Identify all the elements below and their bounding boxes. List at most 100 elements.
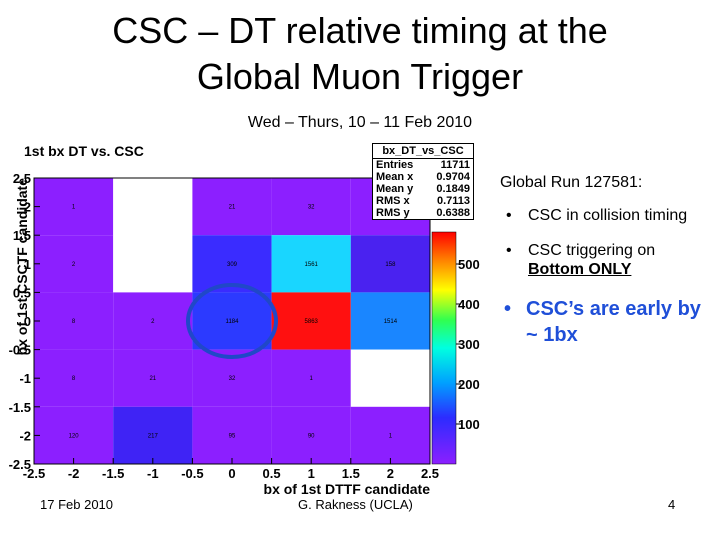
colorbar-tick-label: 200 bbox=[458, 377, 480, 392]
y-tick-label: -1.5 bbox=[9, 400, 31, 415]
bullet-text: CSC in collision timing bbox=[528, 207, 688, 224]
heatmap-cell bbox=[113, 178, 193, 236]
y-tick-label: -2 bbox=[19, 428, 31, 443]
colorbar-tick-label: 300 bbox=[458, 337, 480, 352]
slide-title: CSC – DT relative timing at the Global M… bbox=[0, 8, 720, 100]
y-tick-label: 0 bbox=[24, 314, 31, 329]
stats-box-name: bx_DT_vs_CSC bbox=[373, 144, 473, 159]
stats-label: RMS y bbox=[376, 207, 410, 219]
heatmap-cell bbox=[350, 292, 430, 350]
heatmap-cell bbox=[34, 235, 114, 293]
stats-row: Mean x 0.9704 bbox=[373, 171, 473, 183]
heatmap-cell bbox=[113, 292, 193, 350]
heatmap-cell bbox=[271, 406, 351, 464]
x-tick-label: 0 bbox=[228, 466, 235, 481]
y-tick-label: 2.5 bbox=[13, 171, 31, 186]
y-tick-label: 1.5 bbox=[13, 228, 31, 243]
cell-value-label: 21 bbox=[149, 376, 156, 382]
stats-value: 11711 bbox=[440, 159, 470, 171]
colorbar-tick-label: 400 bbox=[458, 297, 480, 312]
footer-author: G. Rakness (UCLA) bbox=[298, 497, 413, 512]
y-tick-label: -0.5 bbox=[9, 343, 31, 358]
cell-value-label: 21 bbox=[229, 205, 236, 211]
stats-value: 0.7113 bbox=[436, 195, 470, 207]
cell-value-label: 1514 bbox=[384, 319, 398, 325]
stats-box: bx_DT_vs_CSC Entries 11711 Mean x 0.9704 Mea… bbox=[372, 143, 474, 220]
heatmap-cell bbox=[113, 406, 193, 464]
cell-value-label: 217 bbox=[148, 433, 159, 439]
bullet-list: • CSC in collision timing • CSC triggeri… bbox=[506, 206, 716, 295]
plot-title: 1st bx DT vs. CSC bbox=[24, 143, 144, 159]
heatmap-cell bbox=[192, 292, 272, 350]
colorbar-tick-label: 100 bbox=[458, 417, 480, 432]
stats-label: Mean x bbox=[376, 171, 414, 183]
slide-subtitle: Wed – Thurs, 10 – 11 Feb 2010 bbox=[247, 114, 473, 131]
x-tick-label: 2.5 bbox=[421, 466, 439, 481]
heatmap-cell bbox=[192, 406, 272, 464]
cell-value-label: 1 bbox=[389, 433, 393, 439]
x-tick-label: -1 bbox=[147, 466, 159, 481]
bullet-text: CSC triggering on bbox=[528, 242, 656, 259]
title-line-1: CSC – DT relative timing at the bbox=[112, 10, 608, 51]
cell-value-label: 8 bbox=[72, 376, 76, 382]
bullet-item: • CSC in collision timing bbox=[506, 206, 716, 225]
y-tick-label: 0.5 bbox=[13, 285, 31, 300]
x-tick-label: 2 bbox=[387, 466, 394, 481]
heatmap-cell bbox=[350, 406, 430, 464]
highlight-circle bbox=[186, 283, 278, 359]
y-tick-label: -1 bbox=[19, 371, 31, 386]
bullet-symbol: • bbox=[504, 298, 512, 320]
x-tick-label: -2 bbox=[68, 466, 80, 481]
cell-value-label: 1 bbox=[72, 205, 76, 211]
y-tick-label: 2 bbox=[24, 200, 31, 215]
key-finding: • CSC’s are early by ~ 1bx bbox=[504, 296, 716, 348]
y-tick-label: -2.5 bbox=[9, 457, 31, 472]
cell-value-label: 32 bbox=[229, 376, 236, 382]
stats-rows: Entries 11711 Mean x 0.9704 Mean y 0.1849 RMS … bbox=[373, 159, 473, 219]
stats-row: Mean y 0.1849 bbox=[373, 183, 473, 195]
heatmap-cell bbox=[34, 178, 114, 236]
key-finding-text: CSC’s are early by ~ 1bx bbox=[526, 298, 701, 346]
bullet-symbol: • bbox=[506, 242, 512, 259]
x-tick-label: 0.5 bbox=[263, 466, 281, 481]
cell-value-label: 309 bbox=[227, 262, 238, 268]
y-axis-label: bx of 1st CSCTF candidate bbox=[14, 178, 30, 356]
colorbar bbox=[431, 231, 457, 465]
stats-row: Entries 11711 bbox=[373, 159, 473, 171]
x-tick-label: 1 bbox=[308, 466, 315, 481]
heatmap-cell bbox=[34, 406, 114, 464]
bullet-symbol: • bbox=[506, 207, 512, 224]
stats-row: RMS y 0.6388 bbox=[373, 207, 473, 219]
stats-label: RMS x bbox=[376, 195, 410, 207]
stats-value: 0.9704 bbox=[436, 171, 470, 183]
cell-value-label: 120 bbox=[69, 433, 80, 439]
page-number: 4 bbox=[668, 497, 676, 512]
cell-value-label: 90 bbox=[308, 433, 315, 439]
heatmap-cell bbox=[113, 235, 193, 293]
heatmap-cell bbox=[192, 178, 272, 236]
heatmap-cell bbox=[271, 292, 351, 350]
cell-value-label: 32 bbox=[308, 205, 315, 211]
run-label: Global Run 127581: bbox=[500, 174, 643, 191]
cell-value-label: 5863 bbox=[305, 319, 319, 325]
cell-value-label: 1184 bbox=[226, 319, 240, 325]
cell-value-label: 2 bbox=[72, 262, 76, 268]
cell-value-label: 158 bbox=[385, 262, 396, 268]
y-tick-label: 1 bbox=[24, 257, 31, 272]
heatmap-cell bbox=[271, 235, 351, 293]
cell-value-label: 2 bbox=[151, 319, 155, 325]
stats-label: Entries bbox=[376, 159, 414, 171]
heatmap-cell bbox=[34, 349, 114, 407]
cell-value-label: 95 bbox=[229, 433, 236, 439]
heatmap-cell bbox=[192, 349, 272, 407]
bullet-text-underlined: Bottom ONLY bbox=[528, 261, 632, 278]
cell-value-label: 1561 bbox=[305, 262, 319, 268]
title-line-2: Global Muon Trigger bbox=[196, 56, 524, 97]
cell-value-label: 1 bbox=[310, 376, 314, 382]
colorbar-tick-label: 500 bbox=[458, 257, 480, 272]
bullet-item: • CSC triggering on Bottom ONLY bbox=[506, 241, 716, 279]
stats-row: RMS x 0.7113 bbox=[373, 195, 473, 207]
heatmap-cell bbox=[350, 349, 430, 407]
stats-label: Mean y bbox=[376, 183, 414, 195]
